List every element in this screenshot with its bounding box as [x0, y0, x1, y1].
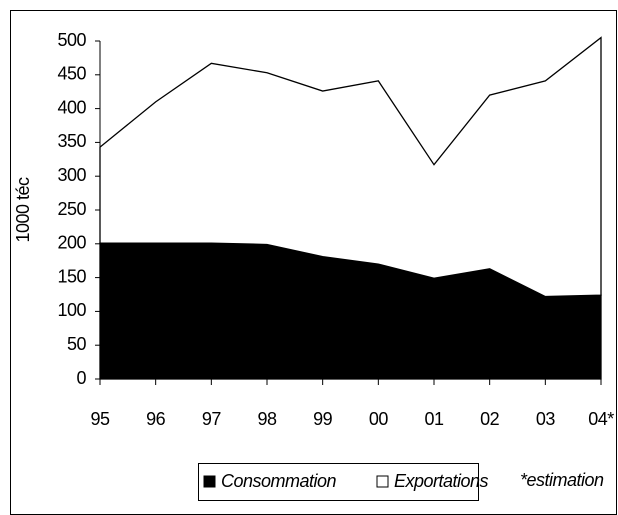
x-tick-label: 03 — [536, 409, 556, 429]
y-tick-label: 450 — [57, 64, 86, 84]
y-tick-label: 500 — [57, 30, 86, 50]
legend-box — [198, 463, 479, 501]
legend-swatch — [203, 475, 216, 488]
x-tick-label: 01 — [424, 409, 444, 429]
legend-label: Consommation — [221, 471, 337, 491]
area — [99, 36, 602, 298]
x-tick-label: 95 — [90, 409, 110, 429]
x-tick-label: 00 — [369, 409, 389, 429]
x-tick-label: 96 — [146, 409, 166, 429]
y-tick-label: 0 — [76, 368, 86, 388]
y-tick-label: 150 — [57, 266, 86, 286]
y-tick-label: 400 — [57, 97, 86, 117]
y-axis-label: 1000 téc — [13, 177, 33, 243]
y-tick-label: 350 — [57, 131, 86, 151]
legend-label: Exportations — [394, 471, 489, 491]
y-tick-label: 100 — [57, 300, 86, 320]
x-tick-label: 99 — [313, 409, 333, 429]
x-tick-label: 98 — [257, 409, 277, 429]
y-tick-label: 300 — [57, 165, 86, 185]
y-tick-label: 50 — [67, 334, 87, 354]
y-tick-label: 200 — [57, 233, 86, 253]
y-tick-label: 250 — [57, 199, 86, 219]
x-tick-label: 97 — [202, 409, 222, 429]
x-tick-label: 02 — [480, 409, 500, 429]
x-tick-label: 04* — [588, 409, 614, 429]
legend-swatch — [376, 475, 389, 488]
annotation: *estimation — [520, 470, 604, 490]
